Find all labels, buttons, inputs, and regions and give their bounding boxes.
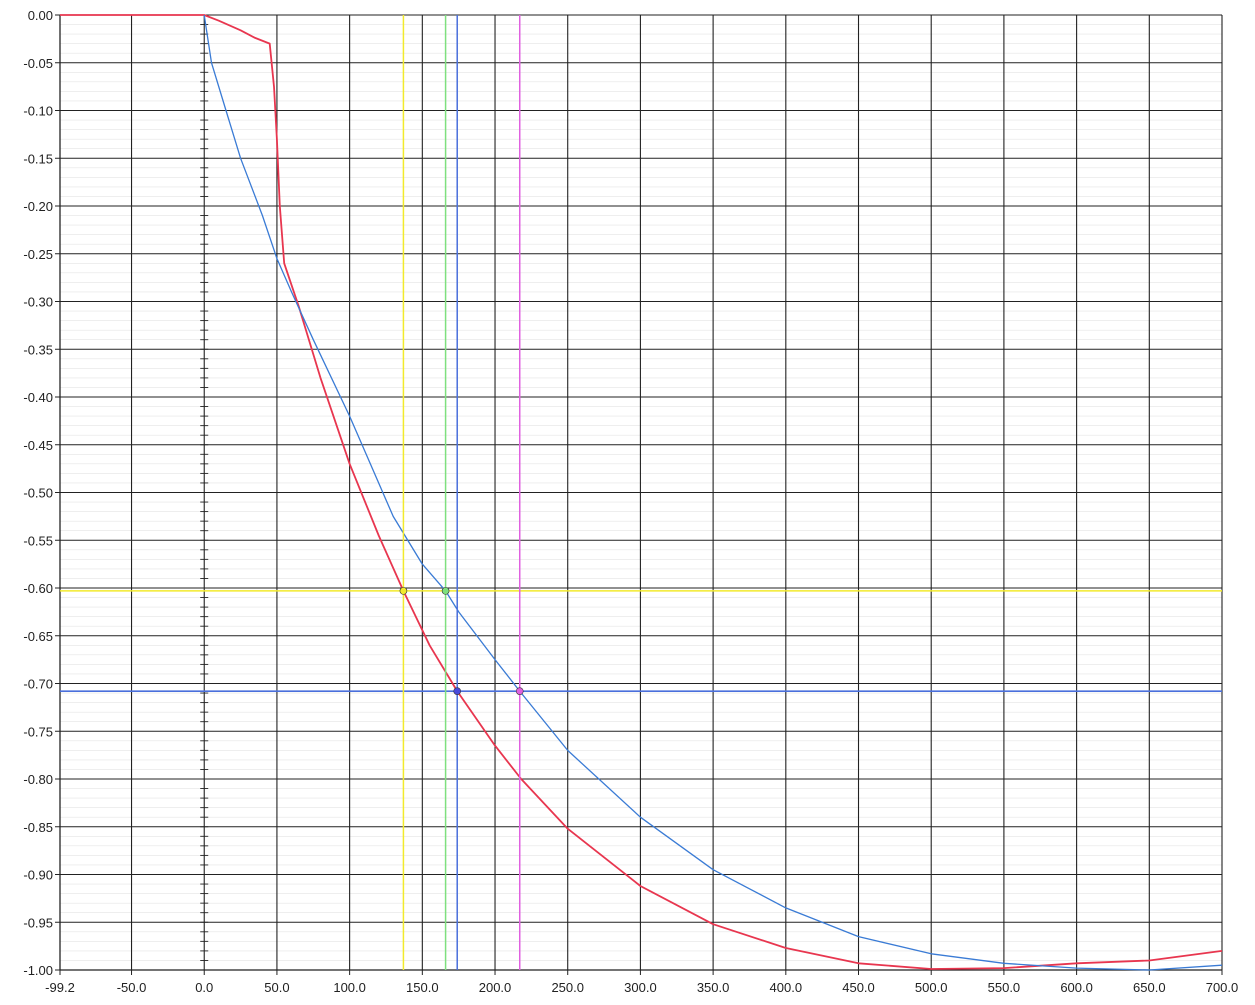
y-tick-label: -0.10 [23,104,53,119]
series-line-2 [203,14,1223,971]
x-tick-label: -99.2 [45,980,75,995]
y-tick-label: -0.60 [23,581,53,596]
y-axis: 0.00 -0.05 -0.10 -0.15 -0.20 -0.25 -0.30 -0.35 -… [23,8,60,978]
x-tick-label: 300.0 [624,980,657,995]
x-tick-label: 0.0 [195,980,213,995]
cursor-marker [453,687,462,695]
x-tick-label: 650.0 [1133,980,1166,995]
cursor-marker [441,587,450,595]
y-tick-label: -0.30 [23,295,53,310]
y-tick-label: -0.95 [23,915,53,930]
x-tick-label: 500.0 [915,980,948,995]
x-axis: -99.2 -50.0 0.0 50.0 100.0 150.0 200.0 250.0 300… [45,970,1238,995]
y-tick-label: -0.65 [23,629,53,644]
cursor-layer [60,15,1222,970]
y-tick-label: -0.35 [23,342,53,357]
y-tick-label: -0.40 [23,390,53,405]
x-tick-label: 150.0 [406,980,439,995]
x-tick-label: 100.0 [333,980,366,995]
y-tick-label: -0.45 [23,438,53,453]
y-tick-label: -0.20 [23,199,53,214]
y-tick-label: -0.25 [23,247,53,262]
y-tick-label: -0.55 [23,533,53,548]
major-grid [59,14,1223,971]
x-tick-label: 350.0 [697,980,730,995]
x-tick-label: 50.0 [264,980,289,995]
x-tick-label: 600.0 [1060,980,1093,995]
y-tick-label: -0.80 [23,772,53,787]
y-tick-label: -0.85 [23,820,53,835]
y-tick-label: -0.70 [23,677,53,692]
x-tick-label: 200.0 [479,980,512,995]
x-tick-label: 550.0 [988,980,1021,995]
y-tick-label: -0.15 [23,151,53,166]
x-tick-label: -50.0 [117,980,147,995]
cursor-marker [399,587,408,595]
y-tick-label: 0.00 [28,8,53,23]
cursor-marker [515,687,524,695]
x-tick-label: 250.0 [551,980,584,995]
x-tick-label: 400.0 [770,980,803,995]
x-tick-label: 700.0 [1206,980,1239,995]
y-tick-label: -0.05 [23,56,53,71]
y-tick-label: -0.90 [23,868,53,883]
y-tick-label: -0.75 [23,724,53,739]
y-tick-label: -0.50 [23,486,53,501]
y-tick-label: -1.00 [23,963,53,978]
x-tick-label: 450.0 [842,980,875,995]
